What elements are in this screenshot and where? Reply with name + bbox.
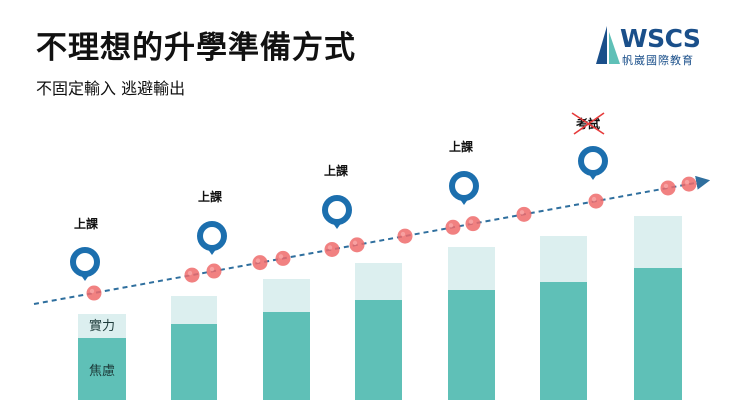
dots-layer xyxy=(86,176,697,301)
bar-anxiety-segment xyxy=(634,268,682,400)
bar-strength-segment xyxy=(355,263,402,300)
pins-layer: 上課上課上課上課考試 xyxy=(70,112,608,281)
progress-dot xyxy=(588,193,604,209)
bar-anxiety-segment xyxy=(355,300,402,400)
bar-strength-segment xyxy=(540,236,587,282)
wscs-logo: WSCS 帆崴國際教育 xyxy=(592,24,712,70)
bar-6 xyxy=(540,236,587,400)
location-pin-icon xyxy=(322,195,352,229)
marker-1: 上課 xyxy=(70,216,100,281)
progress-dot xyxy=(445,219,461,235)
bar-strength-segment xyxy=(263,279,310,312)
bar-label-anxiety: 焦慮 xyxy=(89,364,115,379)
class-label: 上課 xyxy=(74,216,99,231)
progress-dot xyxy=(660,180,676,196)
progress-dot xyxy=(465,216,481,232)
location-pin-icon xyxy=(70,247,100,281)
marker-4: 上課 xyxy=(449,139,479,205)
marker-5: 考試 xyxy=(571,112,608,180)
progress-dot xyxy=(397,228,413,244)
bar-anxiety-segment xyxy=(448,290,495,400)
page-subtitle: 不固定輸入 逃避輸出 xyxy=(36,79,186,98)
class-label: 上課 xyxy=(324,163,349,178)
bars-layer xyxy=(78,216,682,400)
bar-strength-segment xyxy=(78,314,126,338)
progress-dot xyxy=(349,237,365,253)
bar-1 xyxy=(78,314,126,400)
location-pin-icon xyxy=(578,146,608,180)
progress-dot xyxy=(252,255,268,271)
class-label: 上課 xyxy=(449,139,474,154)
progress-dot xyxy=(516,206,532,222)
progress-dot xyxy=(184,267,200,283)
progress-dot xyxy=(86,285,102,301)
bar-anxiety-segment xyxy=(263,312,310,400)
bar-2 xyxy=(171,296,217,400)
bar-4 xyxy=(355,263,402,400)
location-pin-icon xyxy=(197,221,227,255)
progress-dot xyxy=(275,250,291,266)
location-pin-icon xyxy=(449,171,479,205)
bar-anxiety-segment xyxy=(78,338,126,400)
progress-dot xyxy=(681,176,697,192)
cross-mark-icon xyxy=(571,112,605,135)
class-label: 上課 xyxy=(198,189,223,204)
bar-strength-segment xyxy=(634,216,682,268)
bar-anxiety-segment xyxy=(171,324,217,400)
sail-logo-icon xyxy=(596,26,620,64)
bar-anxiety-segment xyxy=(540,282,587,400)
logo-subtitle: 帆崴國際教育 xyxy=(622,54,694,67)
progress-dot xyxy=(324,241,340,257)
marker-2: 上課 xyxy=(197,189,227,255)
bar-3 xyxy=(263,279,310,400)
logo-wordmark: WSCS xyxy=(620,24,701,53)
bar-5 xyxy=(448,247,495,400)
bar-7 xyxy=(634,216,682,400)
progress-dot xyxy=(206,263,222,279)
bar-strength-segment xyxy=(448,247,495,290)
page-title: 不理想的升學準備方式 xyxy=(36,30,356,66)
bar-strength-segment xyxy=(171,296,217,324)
bar-label-strength: 實力 xyxy=(89,318,115,334)
marker-3: 上課 xyxy=(322,163,352,229)
